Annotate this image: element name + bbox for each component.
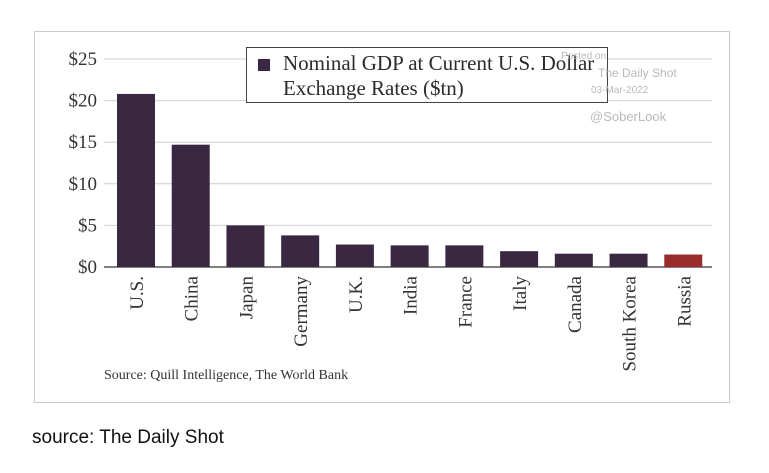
x-tick-label: U.S. <box>127 276 148 310</box>
x-tick-label: Japan <box>236 276 257 320</box>
bar <box>335 244 374 267</box>
x-tick-label: China <box>182 275 203 321</box>
source-note: Source: Quill Intelligence, The World Ba… <box>104 368 349 383</box>
y-tick-label: $15 <box>69 132 98 153</box>
bar <box>554 253 593 267</box>
x-tick-label: France <box>455 276 476 328</box>
y-tick-label: $5 <box>78 215 97 236</box>
x-tick-label: Italy <box>510 276 531 311</box>
x-tick-label: Russia <box>674 275 695 326</box>
y-tick-label: $10 <box>69 174 98 195</box>
x-tick-label: South Korea <box>620 275 641 371</box>
watermark-posted-on: Posted on <box>561 51 607 62</box>
bar <box>609 253 648 267</box>
bar <box>664 254 703 267</box>
bar <box>500 251 539 267</box>
watermark-date: 03-Mar-2022 <box>591 85 649 96</box>
x-tick-label: Canada <box>565 275 586 333</box>
caption: source: The Daily Shot <box>32 427 224 448</box>
bar <box>117 93 155 267</box>
watermark-handle: @SoberLook <box>590 109 667 124</box>
x-tick-label: India <box>401 275 422 315</box>
bar <box>281 235 320 267</box>
y-tick-label: $25 <box>69 49 98 70</box>
bar <box>226 225 265 267</box>
watermark-daily-shot: The Daily Shot <box>598 66 677 80</box>
x-tick-label: Germany <box>291 276 312 347</box>
bar <box>390 245 429 267</box>
x-tick-label: U.K. <box>346 276 367 313</box>
y-tick-label: $0 <box>78 257 97 278</box>
y-tick-label: $20 <box>69 91 98 112</box>
chart-legend: Nominal GDP at Current U.S. Dollar Excha… <box>246 47 608 103</box>
legend-label: Nominal GDP at Current U.S. Dollar Excha… <box>283 51 595 100</box>
bar <box>445 245 484 267</box>
bar <box>171 144 210 267</box>
legend-swatch <box>258 59 270 71</box>
